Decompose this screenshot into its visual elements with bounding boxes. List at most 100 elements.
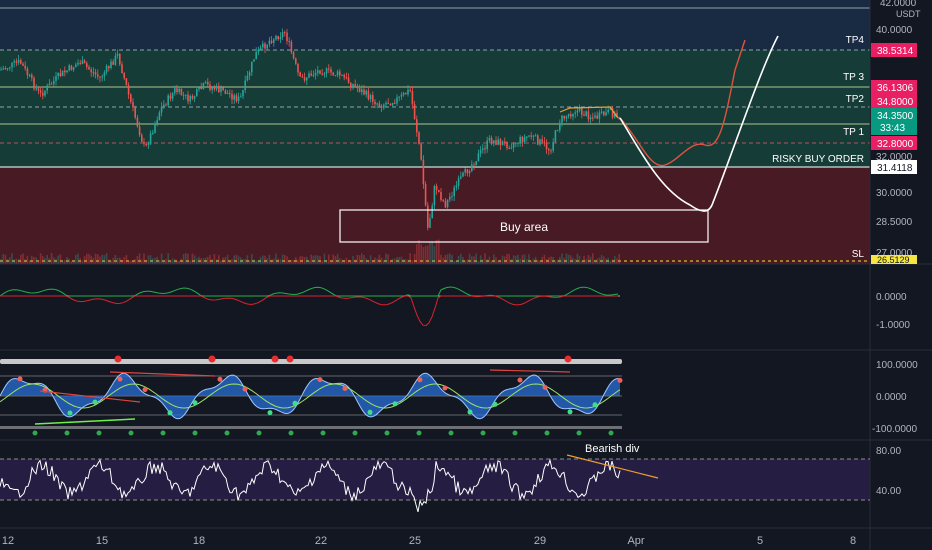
candle-body — [493, 140, 495, 144]
oscillator-dot — [392, 401, 398, 407]
candle-body — [554, 130, 557, 142]
macd-pane[interactable] — [0, 286, 620, 327]
candle-body — [574, 112, 576, 114]
candle-body — [103, 72, 106, 77]
volume-bar — [383, 259, 385, 264]
time-axis[interactable]: 12 15 18 22 25 29 Apr 5 8 — [2, 535, 856, 547]
volume-bar — [182, 254, 185, 264]
price-pane[interactable]: Buy area — [0, 0, 870, 264]
candle-body — [451, 196, 453, 198]
candle-body — [130, 94, 132, 102]
oscillator-signal-dot — [288, 430, 294, 436]
candle-body — [603, 111, 605, 116]
volume-bar — [28, 260, 31, 264]
volume-bar — [609, 260, 612, 264]
oscillator-dot — [592, 402, 598, 408]
volume-bar — [101, 254, 103, 264]
volume-bar — [180, 258, 183, 264]
oscillator-dot — [317, 377, 323, 383]
volume-bar — [240, 257, 242, 264]
candle-body — [572, 113, 574, 117]
volume-bar — [372, 259, 374, 264]
candle-body — [240, 96, 242, 98]
volume-bar — [202, 258, 205, 264]
volume-bar — [603, 256, 605, 264]
candle-body — [442, 199, 444, 202]
candle-body — [72, 67, 75, 70]
candle-body — [99, 76, 101, 78]
candle-body — [112, 61, 114, 65]
volume-bar — [334, 256, 337, 264]
oscillator-pane[interactable] — [0, 355, 623, 436]
volume-bar — [66, 257, 68, 264]
candle-body — [394, 102, 396, 104]
candle-body — [160, 106, 163, 113]
volume-bar — [347, 259, 350, 264]
volume-bar — [22, 253, 24, 264]
volume-bar — [545, 259, 548, 264]
candle-body — [587, 111, 590, 120]
candle-body — [319, 70, 321, 74]
candle-body — [288, 41, 290, 43]
volume-bar — [332, 254, 334, 264]
oscillator-signal-dot — [192, 430, 198, 436]
rsi-tick: 80.00 — [876, 446, 901, 457]
candle-body — [365, 90, 367, 95]
volume-bar — [523, 254, 526, 264]
volume-bar — [143, 253, 145, 264]
volume-bar — [374, 257, 376, 264]
tp4-price: 38.5314 — [877, 46, 914, 57]
candle-body — [446, 199, 449, 208]
volume-bar — [462, 256, 464, 264]
volume-bar — [567, 254, 570, 264]
volume-bar — [59, 254, 62, 264]
price-tick: 40.0000 — [876, 25, 913, 36]
candle-body — [358, 88, 361, 93]
candle-body — [321, 73, 323, 75]
volume-bar — [451, 254, 453, 264]
candle-body — [486, 140, 488, 150]
candle-body — [26, 68, 29, 76]
candle-body — [361, 89, 363, 93]
candle-body — [88, 66, 90, 70]
volume-bar — [361, 253, 363, 264]
volume-bar — [57, 255, 59, 264]
volume-bar — [479, 255, 482, 264]
volume-bar — [376, 258, 378, 264]
sl-label: SL — [852, 249, 865, 260]
candle-body — [226, 92, 229, 95]
candle-body — [534, 135, 537, 137]
volume-bar — [446, 254, 449, 264]
candle-body — [185, 94, 187, 96]
volume-bar — [328, 254, 330, 264]
volume-bar — [605, 258, 607, 264]
candle-body — [317, 70, 319, 73]
volume-bar — [407, 259, 409, 264]
volume-bar — [207, 256, 209, 264]
candle-body — [154, 123, 156, 133]
time-tick: 25 — [409, 535, 421, 547]
candle-body — [596, 115, 598, 119]
candle-body — [105, 65, 108, 73]
volume-bar — [488, 256, 491, 264]
price-axis[interactable]: 42.0000 USDT 40.0000 32.0000 30.0000 28.… — [871, 0, 921, 497]
candle-body — [246, 75, 249, 81]
volume-bar — [369, 255, 372, 264]
volume-bar — [563, 258, 565, 264]
volume-bar — [103, 255, 106, 264]
candle-body — [61, 70, 64, 77]
candle-body — [231, 93, 233, 100]
candle-body — [488, 137, 491, 141]
volume-bar — [24, 259, 26, 264]
candle-body — [455, 185, 458, 188]
price-tick: 28.5000 — [876, 217, 913, 228]
rsi-pane[interactable]: Bearish div — [0, 443, 870, 513]
candle-body — [81, 60, 84, 64]
candle-body — [539, 139, 541, 145]
volume-bar — [156, 256, 158, 264]
volume-bar — [33, 257, 35, 264]
candle-body — [286, 32, 288, 42]
candle-body — [369, 95, 372, 100]
oscillator-signal-dot — [416, 430, 422, 436]
